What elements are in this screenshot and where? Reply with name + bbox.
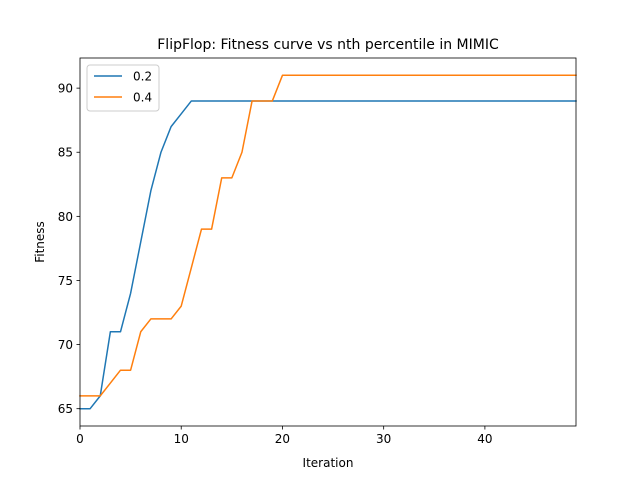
x-tick-label-1: 10: [174, 432, 189, 446]
axis-ticks: 0 10 20 30 40 65 70 75 80 85 90: [58, 82, 493, 446]
plot-lines: [79, 74, 577, 410]
series-line-1: [79, 74, 577, 397]
x-tick-label-3: 30: [376, 432, 391, 446]
y-tick-label-2: 75: [58, 274, 73, 288]
x-tick-label-2: 20: [275, 432, 290, 446]
y-tick-label-4: 85: [58, 146, 73, 160]
series-line-0: [79, 100, 577, 410]
x-axis-label: Iteration: [303, 456, 354, 470]
y-tick-label-3: 80: [58, 210, 73, 224]
y-axis-label: Fitness: [33, 221, 47, 263]
legend-label-1: 0.4: [133, 91, 152, 105]
x-tick-label-4: 40: [477, 432, 492, 446]
legend: 0.2 0.4: [86, 64, 160, 112]
chart-title: FlipFlop: Fitness curve vs nth percentil…: [157, 37, 499, 53]
plot-frame: [79, 57, 577, 427]
y-tick-label-1: 70: [58, 338, 73, 352]
x-tick-label-0: 0: [76, 432, 84, 446]
y-tick-label-5: 90: [58, 82, 73, 96]
legend-label-0: 0.2: [133, 70, 152, 84]
y-tick-label-0: 65: [58, 402, 73, 416]
